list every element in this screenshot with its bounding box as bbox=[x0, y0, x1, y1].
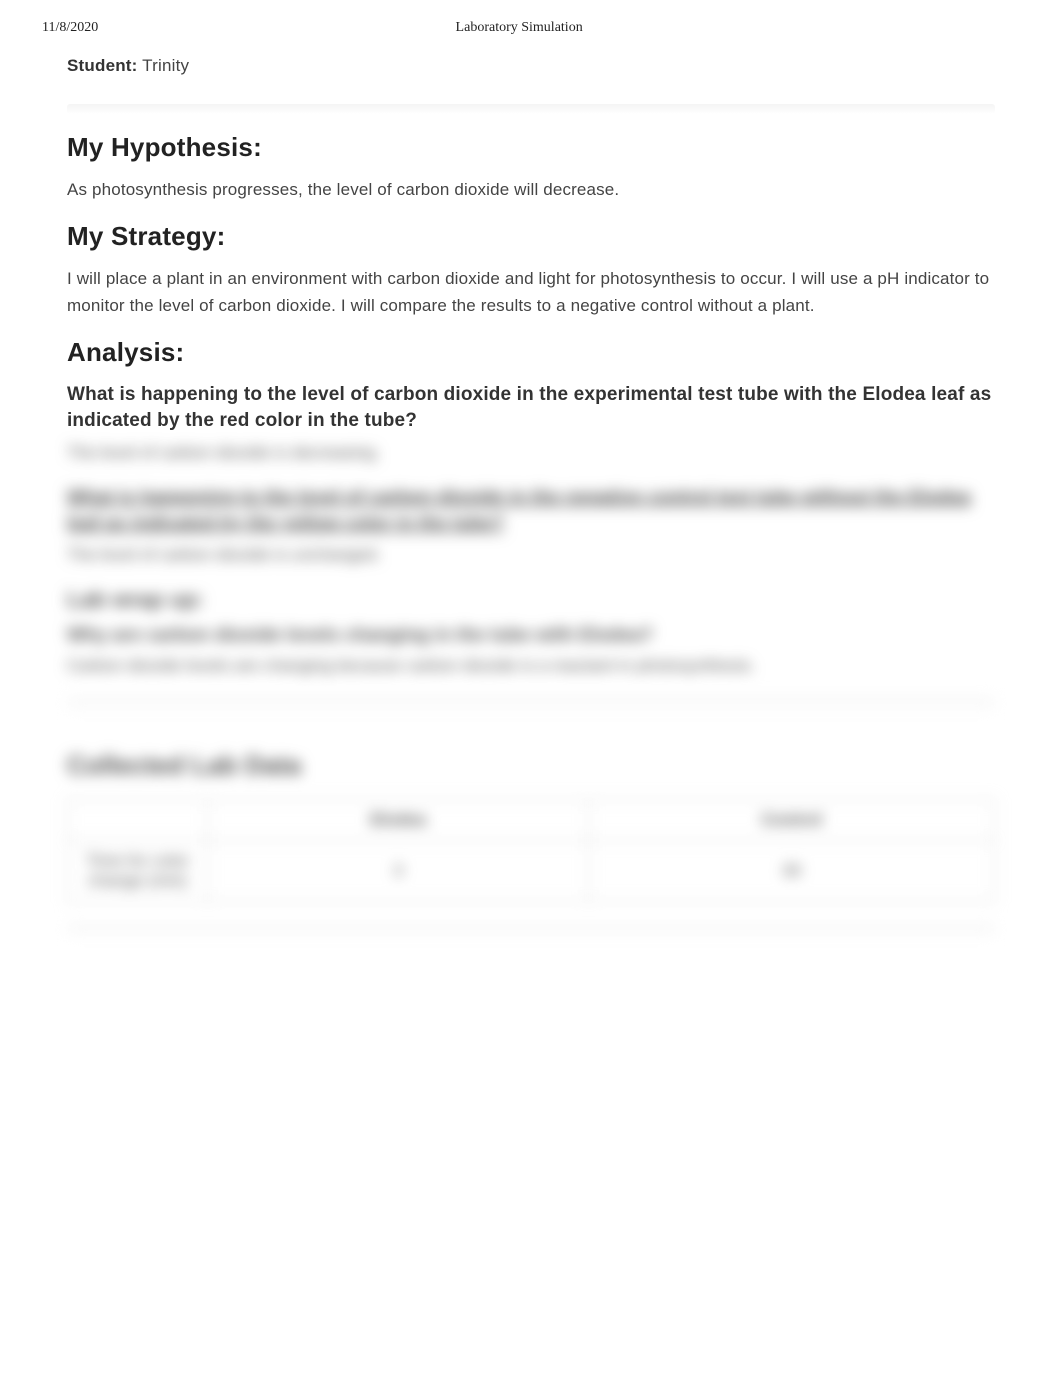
section-divider-2 bbox=[67, 698, 995, 710]
page-header: 11/8/2020 Laboratory Simulation bbox=[0, 0, 1062, 36]
strategy-text: I will place a plant in an environment w… bbox=[67, 266, 995, 319]
analysis-answer-2: The level of carbon dioxide is unchanged… bbox=[67, 545, 995, 565]
analysis-question-2: What is happening to the level of carbon… bbox=[67, 485, 995, 536]
wrapup-heading: Lab wrap up: bbox=[67, 587, 995, 613]
header-date: 11/8/2020 bbox=[42, 20, 98, 36]
analysis-heading: Analysis: bbox=[67, 337, 995, 368]
table-header-control: Control bbox=[589, 800, 995, 841]
hypothesis-heading: My Hypothesis: bbox=[67, 132, 995, 163]
wrapup-question-1: Why are carbon dioxide levels changing i… bbox=[67, 623, 995, 649]
table-header-blank bbox=[68, 800, 208, 841]
section-divider bbox=[67, 104, 995, 114]
analysis-question-1: What is happening to the level of carbon… bbox=[67, 382, 995, 433]
section-divider-3 bbox=[67, 924, 995, 936]
table-cell-elodea: 3 bbox=[208, 841, 589, 902]
table-header-elodea: Elodea bbox=[208, 800, 589, 841]
student-row: Student: Trinity bbox=[67, 56, 995, 76]
table-row: Time for color change (min) 3 30 bbox=[68, 841, 995, 902]
student-label: Student: bbox=[67, 56, 138, 75]
hypothesis-text: As photosynthesis progresses, the level … bbox=[67, 177, 995, 203]
student-name: Trinity bbox=[142, 56, 189, 75]
table-cell-rowlabel: Time for color change (min) bbox=[68, 841, 208, 902]
blurred-region: The level of carbon dioxide is decreasin… bbox=[67, 443, 995, 936]
document-content: Student: Trinity My Hypothesis: As photo… bbox=[0, 36, 1062, 936]
collected-data-table: Elodea Control Time for color change (mi… bbox=[67, 799, 995, 902]
wrapup-answer-1: Carbon dioxide levels are changing becau… bbox=[67, 656, 995, 676]
analysis-answer-1: The level of carbon dioxide is decreasin… bbox=[67, 443, 995, 463]
header-title: Laboratory Simulation bbox=[98, 20, 1020, 36]
table-cell-control: 30 bbox=[589, 841, 995, 902]
collected-heading: Collected Lab Data bbox=[67, 750, 995, 781]
strategy-heading: My Strategy: bbox=[67, 221, 995, 252]
